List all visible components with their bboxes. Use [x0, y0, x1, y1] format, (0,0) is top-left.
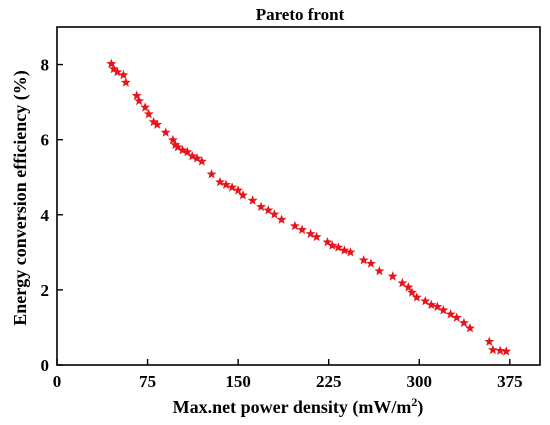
data-point — [170, 139, 181, 150]
data-point — [451, 312, 462, 322]
x-tick-label: 300 — [407, 372, 433, 391]
data-point — [182, 146, 193, 157]
data-point — [106, 58, 117, 69]
data-point — [445, 309, 456, 319]
data-point — [411, 292, 422, 302]
data-point — [238, 190, 248, 200]
x-axis-label-close: ) — [417, 397, 423, 418]
data-point — [160, 127, 171, 137]
data-point — [420, 295, 431, 306]
data-point — [118, 69, 129, 80]
data-point — [387, 271, 398, 281]
data-point — [333, 242, 344, 252]
data-point — [297, 224, 308, 235]
x-tick-label: 75 — [139, 372, 156, 391]
data-point — [327, 240, 338, 250]
data-point — [187, 150, 198, 161]
y-tick-label: 8 — [41, 56, 50, 75]
data-point — [458, 317, 469, 328]
data-point — [374, 265, 385, 276]
data-point — [192, 153, 203, 163]
x-axis-label: Max.net power density (mW/m2) — [173, 395, 424, 418]
data-point — [108, 63, 119, 74]
data-point — [227, 182, 238, 192]
plot-frame — [56, 26, 541, 366]
y-axis-ticks: 0 2 4 6 8 — [41, 56, 63, 375]
y-tick-label: 0 — [41, 356, 50, 375]
data-point — [247, 195, 258, 205]
data-point — [233, 185, 244, 195]
data-point — [167, 134, 178, 145]
data-point — [143, 108, 154, 119]
data-point — [339, 245, 350, 255]
data-point — [263, 205, 274, 215]
data-point — [206, 169, 217, 179]
data-point — [305, 228, 316, 239]
data-point — [426, 299, 437, 310]
data-point — [215, 176, 225, 187]
x-tick-label: 0 — [53, 372, 62, 391]
data-point — [196, 156, 207, 166]
data-point — [112, 66, 123, 77]
data-point — [152, 119, 163, 129]
data-point — [438, 304, 449, 315]
data-point — [172, 141, 183, 152]
data-point — [403, 282, 414, 292]
data-point — [276, 214, 287, 224]
data-point — [397, 277, 408, 288]
data-point — [120, 77, 131, 87]
data-point — [140, 102, 151, 112]
data-point — [269, 209, 280, 219]
data-point — [345, 247, 356, 257]
data-point — [465, 323, 475, 333]
data-point — [487, 344, 498, 355]
y-tick-label: 2 — [41, 281, 50, 300]
data-point — [177, 144, 188, 155]
x-axis-label-sup: 2 — [411, 395, 417, 409]
data-point — [358, 255, 369, 265]
data-point — [407, 287, 417, 297]
data-point — [221, 179, 231, 189]
data-point — [495, 345, 506, 355]
data-point — [134, 95, 145, 106]
data-point — [131, 90, 142, 100]
y-axis-label: Energy conversion efficiency (%) — [10, 70, 31, 325]
data-point — [311, 231, 322, 242]
x-tick-label: 225 — [316, 372, 342, 391]
x-tick-label: 150 — [225, 372, 251, 391]
y-tick-label: 6 — [41, 131, 50, 150]
data-point — [484, 336, 495, 346]
data-point — [366, 258, 376, 268]
chart-title: Pareto front — [256, 5, 345, 24]
y-tick-label: 4 — [41, 206, 50, 225]
x-tick-label: 375 — [497, 372, 523, 391]
data-point — [322, 236, 333, 247]
data-point — [501, 346, 512, 356]
data-point — [256, 201, 267, 212]
data-point — [289, 220, 300, 231]
data-point — [432, 301, 443, 311]
x-axis-ticks: 0 75 150 225 300 375 — [53, 359, 523, 391]
data-points — [106, 58, 512, 356]
x-axis-label-main: Max.net power density (mW/m — [173, 397, 412, 418]
data-point — [148, 116, 159, 127]
